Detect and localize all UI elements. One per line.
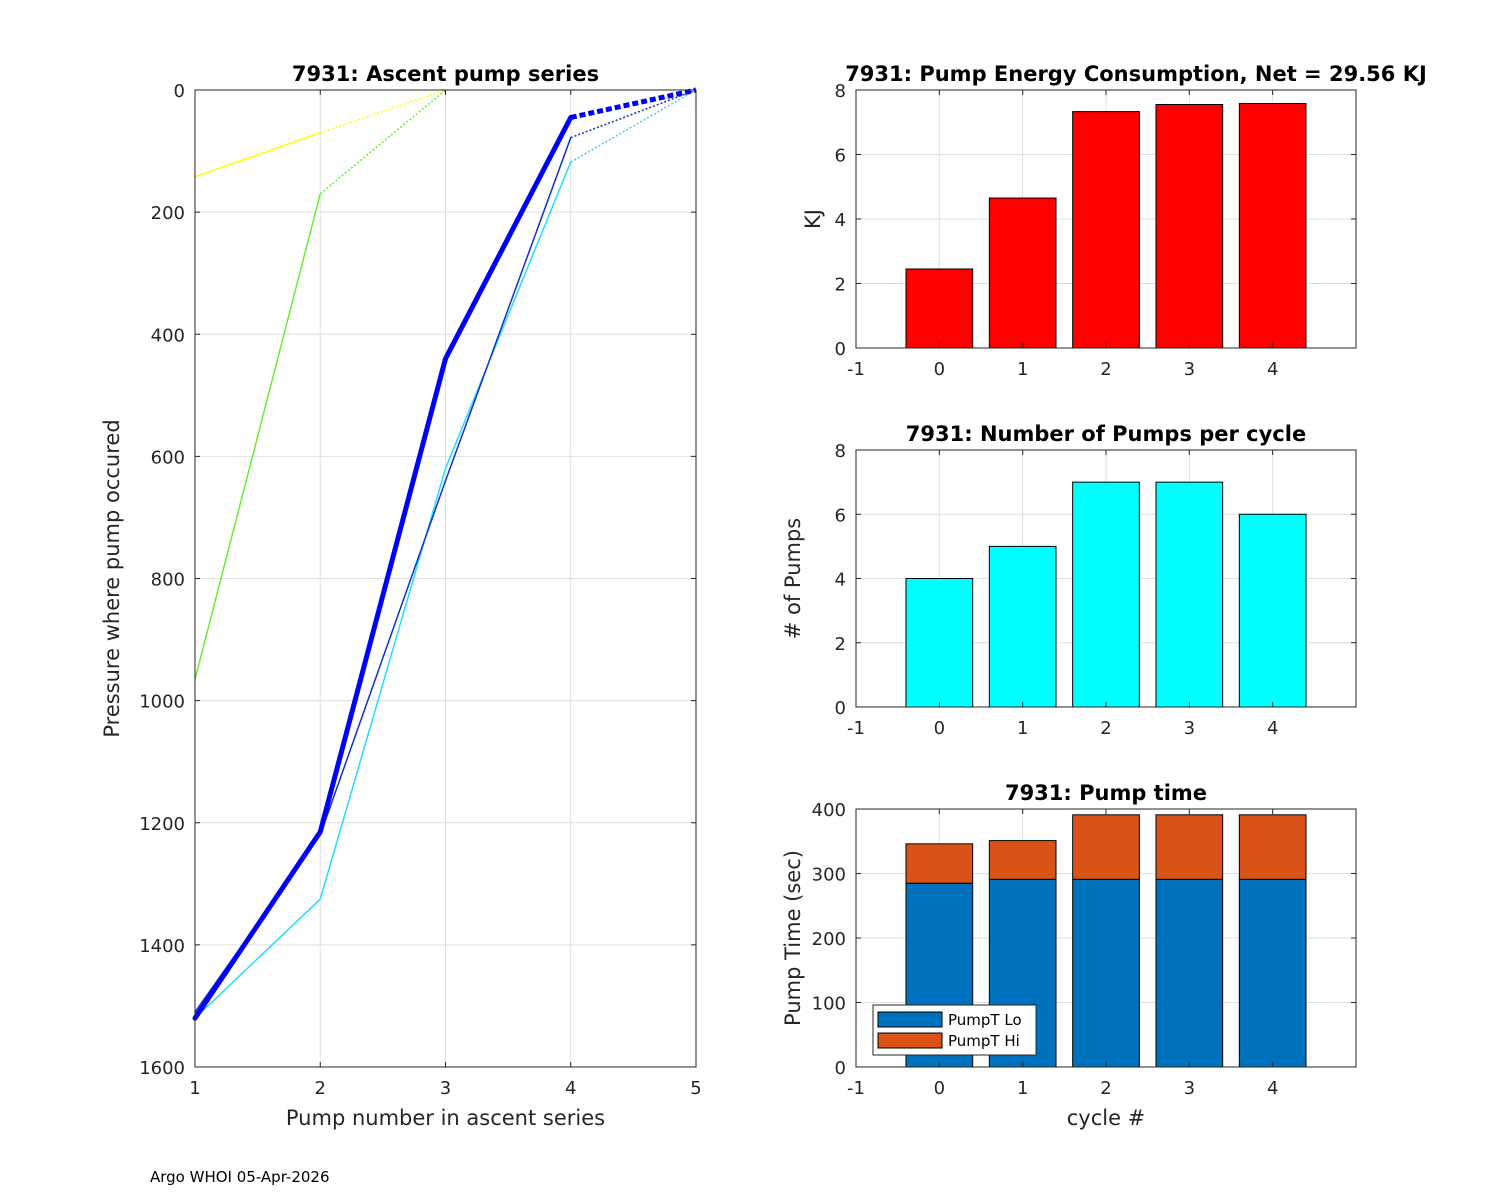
pumps-xtick-label: 0: [934, 718, 945, 739]
energy-xtick-label: 1: [1017, 359, 1028, 380]
legend-swatch-hi: [877, 1032, 943, 1049]
ascent-ytick-label: 600: [151, 447, 185, 468]
energy-xtick-label: 4: [1267, 359, 1278, 380]
pumptime-xtick-label: 3: [1184, 1078, 1195, 1099]
ascent-xtick-label: 4: [565, 1078, 576, 1099]
ascent-ytick-label: 200: [151, 203, 185, 224]
ascent-xtick-label: 2: [315, 1078, 326, 1099]
pumps-ytick-label: 0: [835, 698, 846, 719]
pumptime-title: 7931: Pump time: [1005, 781, 1207, 805]
ascent-series-1-tail: [319, 89, 446, 195]
pumptime-bar-1-hi: [988, 840, 1057, 880]
energy-xtick-label: -1: [847, 359, 865, 380]
ascent-series-2-tail: [570, 89, 697, 163]
pumps-xtick-label: 1: [1017, 718, 1028, 739]
pumptime-ytick-label: 400: [812, 800, 846, 821]
pumps-xtick-label: -1: [847, 718, 865, 739]
ascent-series-1-line: [194, 193, 321, 681]
pumptime-xtick-label: 4: [1267, 1078, 1278, 1099]
pumps-xtick-label: 4: [1267, 718, 1278, 739]
pumptime-xtick-label: 0: [934, 1078, 945, 1099]
pumptime-bar-3-hi: [1155, 814, 1224, 880]
ascent-axes: 1 2 3 4 5 0 200 400 600 800 1000 1200 1400 1600 7931: …: [100, 62, 702, 1130]
pumptime-bar-2-hi: [1072, 814, 1140, 880]
pumptime-bar-4-hi: [1238, 814, 1307, 880]
ascent-ytick-label: 800: [151, 570, 185, 591]
pumps-bar-4: [1238, 513, 1307, 708]
pumps-title: 7931: Number of Pumps per cycle: [906, 422, 1306, 446]
pumps-ytick-label: 6: [835, 505, 846, 526]
energy-ytick-label: 8: [835, 81, 846, 102]
pumptime-ytick-label: 200: [812, 929, 846, 950]
pumps-bar-0: [905, 578, 974, 708]
pumps-bar-3: [1155, 481, 1224, 708]
energy-title: 7931: Pump Energy Consumption, Net = 29.…: [845, 62, 1427, 86]
energy-xtick-label: 0: [934, 359, 945, 380]
pumptime-bar-3-lo: [1155, 878, 1224, 1068]
pumps-xtick-label: 2: [1100, 718, 1111, 739]
footer-text: Argo WHOI 05-Apr-2026: [150, 1168, 330, 1186]
pumptime-ytick-label: 300: [812, 865, 846, 886]
ascent-ytick-label: 1400: [139, 936, 185, 957]
ascent-ytick-label: 1200: [139, 814, 185, 835]
pumptime-xtick-label: 1: [1017, 1078, 1028, 1099]
energy-bar-1: [988, 197, 1057, 349]
energy-xtick-label: 3: [1184, 359, 1195, 380]
legend-label-lo: PumpT Lo: [948, 1011, 1022, 1029]
pumps-ytick-label: 8: [835, 441, 846, 462]
ascent-ytick-label: 1000: [139, 692, 185, 713]
pumps-bar-1: [988, 545, 1057, 708]
ascent-series-4-tail: [570, 87, 697, 120]
legend-swatch-lo: [877, 1011, 943, 1028]
pumps-ytick-label: 4: [835, 570, 846, 591]
ascent-xtick-label: 3: [440, 1078, 451, 1099]
energy-bar-2: [1072, 111, 1140, 349]
ascent-title: 7931: Ascent pump series: [292, 62, 599, 86]
pumptime-bar-2-lo: [1072, 878, 1140, 1068]
ascent-xtick-label: 1: [189, 1078, 200, 1099]
pumps-bar-2: [1072, 481, 1140, 708]
pumptime-ytick-label: 0: [835, 1058, 846, 1079]
pumptime-bar-0-hi: [905, 843, 974, 884]
ascent-xtick-label: 5: [690, 1078, 701, 1099]
energy-xtick-label: 2: [1100, 359, 1111, 380]
ascent-series-4-line: [192, 114, 574, 1021]
pumptime-ytick-label: 100: [812, 994, 846, 1015]
ascent-xlabel: Pump number in ascent series: [286, 1106, 605, 1130]
ascent-series-0-line: [194, 131, 321, 178]
pumps-xtick-label: 3: [1184, 718, 1195, 739]
energy-ytick-label: 0: [835, 339, 846, 360]
energy-bar-4: [1238, 103, 1307, 349]
pumps-ytick-label: 2: [835, 634, 846, 655]
energy-ytick-label: 6: [835, 146, 846, 167]
energy-ytick-label: 2: [835, 275, 846, 296]
pumptime-legend: PumpT Lo PumpT Hi: [872, 1004, 1037, 1056]
ascent-series-2-line: [194, 161, 572, 1019]
pumps-ylabel: # of Pumps: [781, 518, 805, 640]
energy-ytick-label: 4: [835, 210, 846, 231]
energy-bar-0: [905, 268, 974, 349]
pumptime-xtick-label: 2: [1100, 1078, 1111, 1099]
ascent-ytick-label: 1600: [139, 1058, 185, 1079]
ascent-ytick-label: 0: [174, 81, 185, 102]
energy-bar-3: [1155, 104, 1224, 349]
pumptime-bar-4-lo: [1238, 878, 1307, 1068]
energy-ylabel: KJ: [801, 209, 825, 229]
legend-label-hi: PumpT Hi: [948, 1032, 1020, 1050]
pumptime-xtick-label: -1: [847, 1078, 865, 1099]
pumptime-ylabel: Pump Time (sec): [781, 850, 805, 1026]
ascent-ylabel: Pressure where pump occured: [100, 419, 124, 737]
pumptime-xlabel: cycle #: [1067, 1106, 1146, 1130]
ascent-ytick-label: 400: [151, 325, 185, 346]
